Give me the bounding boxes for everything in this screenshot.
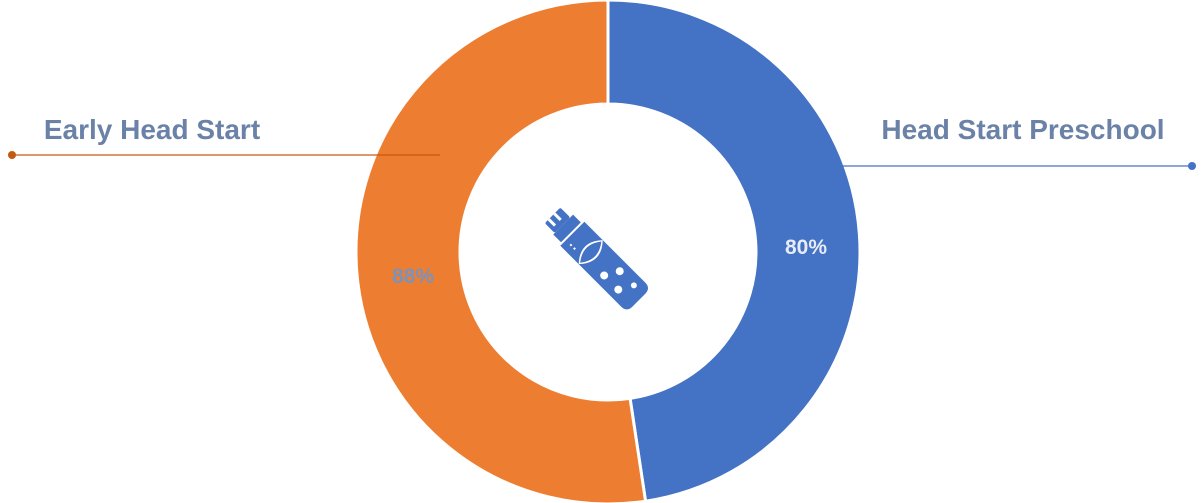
donut-slice-early-head-start <box>354 0 648 503</box>
usb-drive-icon <box>545 208 649 310</box>
leader-line-head-start-preschool-dot <box>1188 162 1196 170</box>
leader-lines <box>8 151 1196 170</box>
value-label-early-head-start: 88% <box>392 265 434 288</box>
donut-slice-head-start-preschool <box>606 0 862 503</box>
category-label-early-head-start: Early Head Start <box>44 114 260 145</box>
category-label-head-start-preschool: Head Start Preschool <box>881 114 1164 145</box>
value-label-head-start-preschool: 80% <box>785 236 827 259</box>
slices <box>354 0 862 503</box>
leader-line-early-head-start-dot <box>8 151 16 159</box>
